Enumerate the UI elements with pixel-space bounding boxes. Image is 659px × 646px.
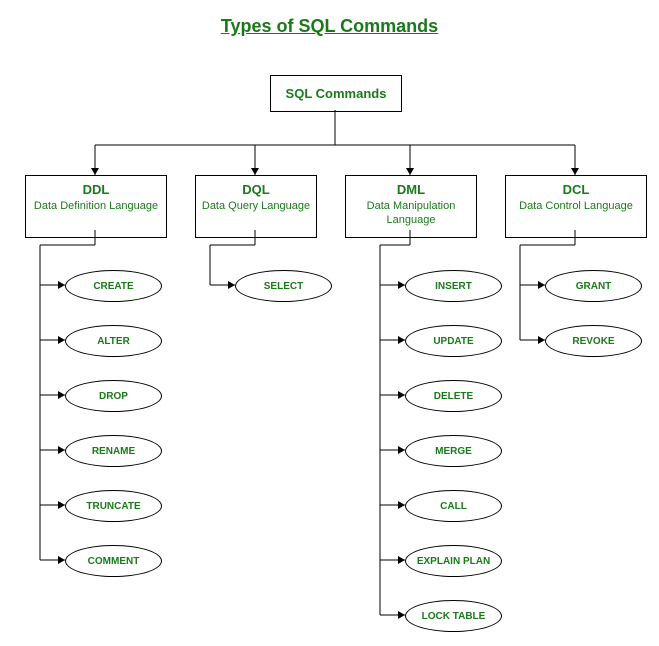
command-grant: GRANT bbox=[545, 270, 642, 302]
category-acronym: DDL bbox=[26, 182, 166, 199]
page-title: Types of SQL Commands bbox=[0, 16, 659, 37]
command-create: CREATE bbox=[65, 270, 162, 302]
command-update: UPDATE bbox=[405, 325, 502, 357]
category-acronym: DQL bbox=[196, 182, 316, 199]
command-delete: DELETE bbox=[405, 380, 502, 412]
command-truncate: TRUNCATE bbox=[65, 490, 162, 522]
category-box-dql: DQLData Query Language bbox=[195, 175, 317, 238]
command-explain-plan: EXPLAIN PLAN bbox=[405, 545, 502, 577]
command-merge: MERGE bbox=[405, 435, 502, 467]
category-box-dml: DMLData Manipulation Language bbox=[345, 175, 477, 238]
diagram-canvas: Types of SQL Commands SQL CommandsDDLDat… bbox=[0, 0, 659, 646]
command-drop: DROP bbox=[65, 380, 162, 412]
root-node: SQL Commands bbox=[270, 75, 402, 112]
category-box-dcl: DCLData Control Language bbox=[505, 175, 647, 238]
command-select: SELECT bbox=[235, 270, 332, 302]
category-fullname: Data Definition Language bbox=[26, 199, 166, 213]
category-box-ddl: DDLData Definition Language bbox=[25, 175, 167, 238]
command-rename: RENAME bbox=[65, 435, 162, 467]
category-fullname: Data Query Language bbox=[196, 199, 316, 213]
command-revoke: REVOKE bbox=[545, 325, 642, 357]
command-call: CALL bbox=[405, 490, 502, 522]
command-alter: ALTER bbox=[65, 325, 162, 357]
command-comment: COMMENT bbox=[65, 545, 162, 577]
category-acronym: DCL bbox=[506, 182, 646, 199]
category-fullname: Data Manipulation Language bbox=[346, 199, 476, 228]
category-acronym: DML bbox=[346, 182, 476, 199]
command-lock-table: LOCK TABLE bbox=[405, 600, 502, 632]
category-fullname: Data Control Language bbox=[506, 199, 646, 213]
command-insert: INSERT bbox=[405, 270, 502, 302]
